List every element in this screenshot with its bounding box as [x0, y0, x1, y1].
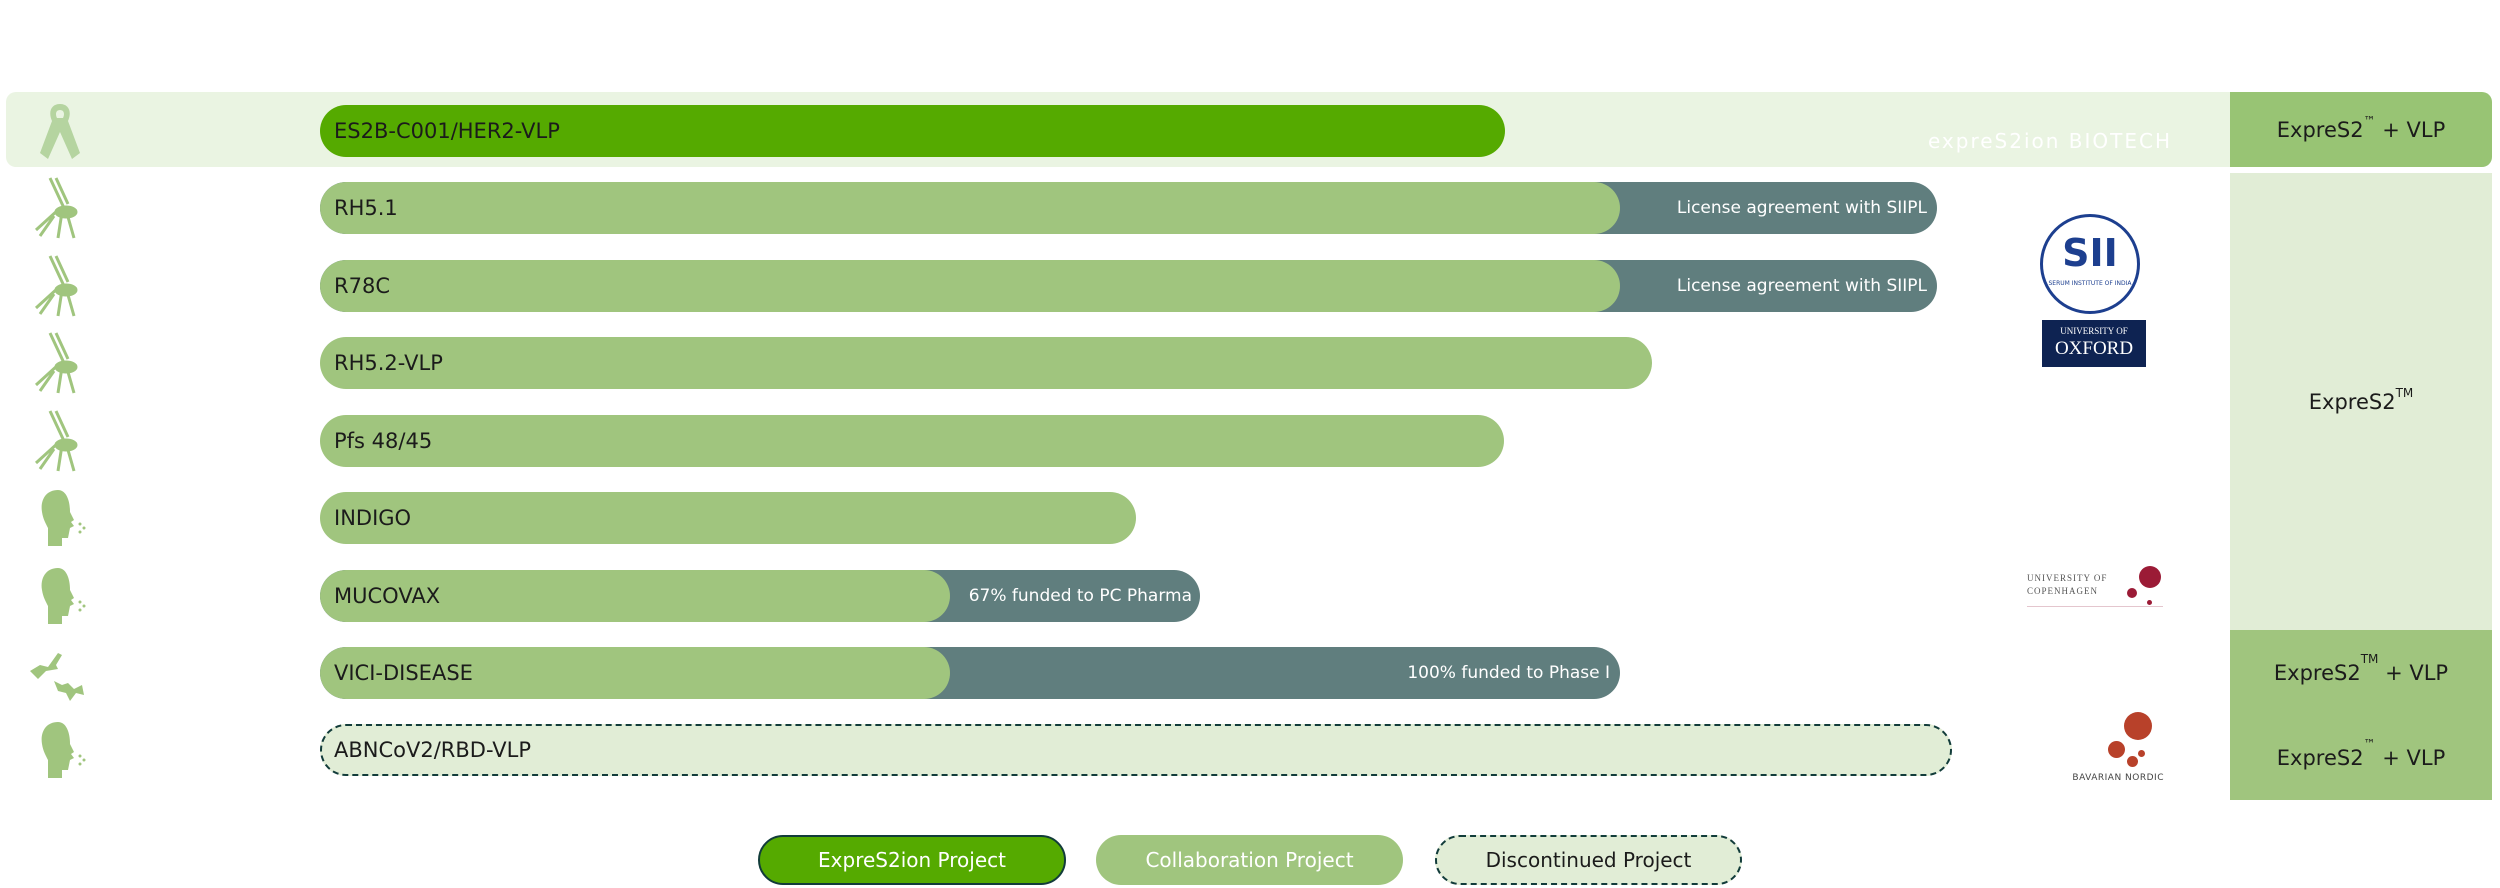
mosquito-icon: [34, 177, 78, 239]
platform-text: ExpreS2: [2273, 660, 2361, 685]
oxford-logo-top: UNIVERSITY OF: [2060, 326, 2128, 336]
legend-own-project: ExpreS2ion Project: [758, 835, 1066, 885]
expres2ion-logo: expreS2ion BIOTECH: [1928, 128, 2172, 156]
mosquito-icon: [34, 255, 78, 317]
bar-note: License agreement with SIIPL: [1676, 276, 1927, 296]
platform-suffix: + VLP: [2375, 117, 2446, 142]
bavarian-nordic-text: BAVARIAN NORDIC: [2072, 773, 2164, 783]
bar-rh5-2-vlp: RH5.2-VLP: [320, 337, 1652, 389]
bar-note: License agreement with SIIPL: [1676, 198, 1927, 218]
mosquito-icon: [34, 410, 78, 472]
bar-abncov2-rbd-vlp: ABNCoV2/RBD-VLP: [320, 724, 1952, 776]
platform-text: ExpreS2: [2276, 745, 2364, 770]
bar-r78c: R78C License agreement with SIIPL: [320, 260, 1937, 312]
copenhagen-logo: UNIVERSITY OF COPENHAGEN: [2027, 566, 2163, 612]
bats-icon: [30, 653, 84, 701]
platform-cell-1: ExpreS2 ™ + VLP: [2230, 92, 2492, 167]
bar-indigo: INDIGO: [320, 492, 1136, 544]
bar-rh5-1: RH5.1 License agreement with SIIPL: [320, 182, 1937, 234]
legend-label: ExpreS2ion Project: [818, 848, 1006, 872]
bar-vici-disease: VICI-DISEASE 100% funded to Phase I: [320, 647, 1620, 699]
bar-label: Pfs 48/45: [334, 429, 433, 453]
bavarian-nordic-logo: BAVARIAN NORDIC: [2028, 712, 2164, 786]
trademark: ™: [2363, 737, 2376, 751]
trademark: ™: [2363, 113, 2376, 128]
oxford-logo: UNIVERSITY OF OXFORD: [2042, 320, 2146, 367]
platform-suffix: + VLP: [2375, 745, 2446, 770]
bar-es2b-c001: ES2B-C001/HER2-VLP: [320, 105, 1505, 157]
platform-text: ExpreS2: [2276, 117, 2364, 142]
copenhagen-logo-line2: COPENHAGEN: [2027, 586, 2099, 596]
platform-text: ExpreS2: [2308, 389, 2396, 414]
sii-logo-text: SII: [2062, 231, 2118, 275]
platform-suffix: + VLP: [2378, 660, 2449, 685]
bar-label: R78C: [334, 274, 390, 298]
bar-label: ABNCoV2/RBD-VLP: [334, 738, 532, 762]
platform-cell-vici: ExpreS2 TM + VLP: [2274, 630, 2448, 715]
sii-logo-subtext: SERUM INSTITUTE OF INDIA: [2048, 280, 2132, 287]
legend-label: Collaboration Project: [1145, 848, 1354, 872]
head-cough-icon: [41, 722, 86, 778]
expres2ion-logo-text: expreS2ion BIOTECH: [1927, 129, 2172, 153]
trademark: TM: [2395, 385, 2414, 400]
bar-label: MUCOVAX: [334, 584, 441, 608]
bar-label: ES2B-C001/HER2-VLP: [334, 119, 560, 143]
platform-cell-abncov2: ExpreS2 ™ + VLP: [2277, 715, 2446, 800]
head-cough-icon: [41, 490, 86, 546]
bar-label: RH5.2-VLP: [334, 351, 443, 375]
oxford-logo-text: OXFORD: [2054, 338, 2134, 359]
mosquito-icon: [34, 332, 78, 394]
bar-label: VICI-DISEASE: [334, 661, 473, 685]
head-cough-icon: [41, 568, 86, 624]
bar-label: RH5.1: [334, 196, 398, 220]
ribbon-icon: [40, 104, 80, 159]
bar-label: INDIGO: [334, 506, 412, 530]
sii-logo: SII SERUM INSTITUTE OF INDIA: [2040, 214, 2140, 314]
legend-collaboration-project: Collaboration Project: [1096, 835, 1403, 885]
bar-note: 100% funded to Phase I: [1407, 663, 1610, 683]
trademark: TM: [2360, 652, 2379, 666]
bar-mucovax: MUCOVAX 67% funded to PC Pharma: [320, 570, 1200, 622]
bar-pfs-48-45: Pfs 48/45: [320, 415, 1504, 467]
legend-discontinued-project: Discontinued Project: [1435, 835, 1742, 885]
copenhagen-logo-line1: UNIVERSITY OF: [2027, 573, 2108, 583]
platform-cell-2: ExpreS2 TM: [2230, 173, 2492, 630]
platform-cell-3: ExpreS2 TM + VLP ExpreS2 ™ + VLP: [2230, 630, 2492, 800]
bar-note: 67% funded to PC Pharma: [968, 586, 1192, 606]
legend-label: Discontinued Project: [1485, 848, 1692, 872]
